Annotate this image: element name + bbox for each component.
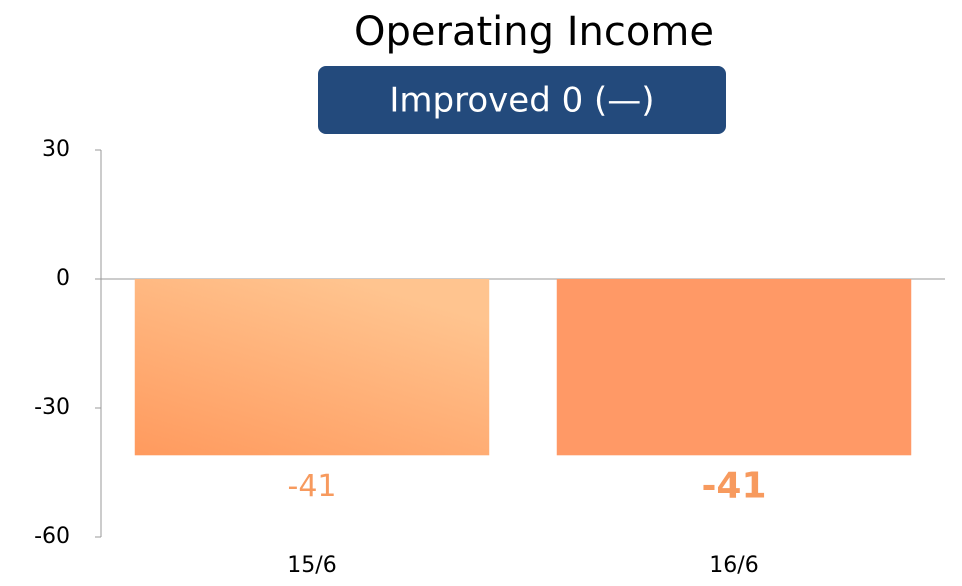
y-tick-label: -60 — [34, 524, 70, 549]
badge — [318, 66, 726, 134]
bar — [556, 279, 912, 456]
x-tick-label: 15/6 — [287, 553, 336, 578]
value-label: -41 — [288, 469, 337, 504]
y-tick-label: 0 — [56, 266, 70, 291]
y-tick-label: 30 — [42, 137, 70, 162]
bar — [134, 279, 490, 456]
y-tick-label: -30 — [34, 395, 70, 420]
chart-title: Operating Income — [354, 9, 714, 55]
x-tick-label: 16/6 — [709, 553, 758, 578]
badge-text: Improved 0 (—) — [389, 81, 654, 121]
value-label: -41 — [701, 465, 766, 506]
